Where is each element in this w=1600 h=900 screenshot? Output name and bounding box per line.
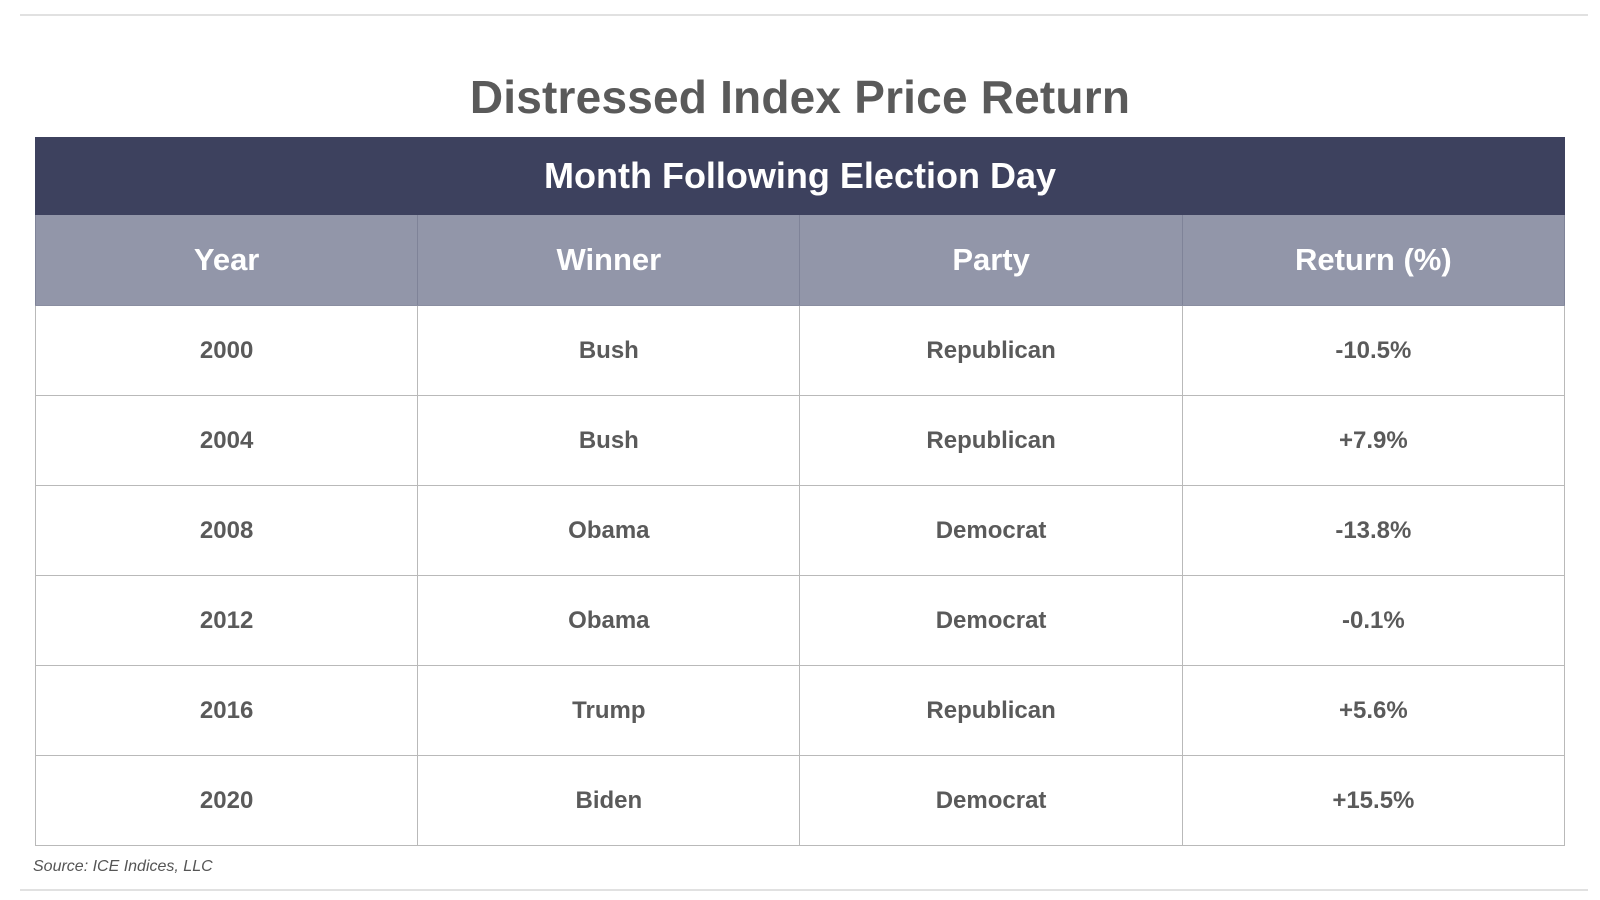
column-header-return: Return (%) bbox=[1181, 214, 1566, 306]
table-subtitle: Month Following Election Day bbox=[35, 137, 1565, 215]
cell-winner: Obama bbox=[417, 485, 801, 576]
cell-party: Democrat bbox=[799, 485, 1183, 576]
table-row: 2000 Bush Republican -10.5% bbox=[34, 305, 1566, 396]
returns-table: Month Following Election Day Year Winner… bbox=[34, 137, 1566, 846]
column-header-year: Year bbox=[34, 214, 419, 306]
cell-party: Republican bbox=[799, 665, 1183, 756]
cell-year: 2016 bbox=[34, 665, 419, 756]
column-header-party: Party bbox=[799, 214, 1183, 306]
cell-year: 2012 bbox=[34, 575, 419, 666]
cell-party: Republican bbox=[799, 305, 1183, 396]
cell-winner: Bush bbox=[417, 395, 801, 486]
table-row: 2020 Biden Democrat +15.5% bbox=[34, 755, 1566, 846]
cell-year: 2008 bbox=[34, 485, 419, 576]
table-row: 2004 Bush Republican +7.9% bbox=[34, 395, 1566, 486]
top-divider bbox=[20, 14, 1588, 16]
table-container: Month Following Election Day Year Winner… bbox=[34, 137, 1566, 846]
source-note: Source: ICE Indices, LLC bbox=[33, 858, 213, 875]
cell-return: +5.6% bbox=[1181, 665, 1566, 756]
cell-party: Democrat bbox=[799, 575, 1183, 666]
bottom-divider bbox=[20, 889, 1588, 891]
cell-party: Democrat bbox=[799, 755, 1183, 846]
chart-title: Distressed Index Price Return bbox=[469, 71, 1131, 123]
cell-winner: Obama bbox=[417, 575, 801, 666]
cell-return: -13.8% bbox=[1181, 485, 1566, 576]
table-row: 2016 Trump Republican +5.6% bbox=[34, 665, 1566, 756]
cell-return: -0.1% bbox=[1181, 575, 1566, 666]
header-row: Year Winner Party Return (%) bbox=[34, 214, 1566, 306]
cell-return: +15.5% bbox=[1181, 755, 1566, 846]
cell-winner: Biden bbox=[417, 755, 801, 846]
cell-year: 2000 bbox=[34, 305, 419, 396]
cell-year: 2020 bbox=[34, 755, 419, 846]
table-row: 2012 Obama Democrat -0.1% bbox=[34, 575, 1566, 666]
cell-return: -10.5% bbox=[1181, 305, 1566, 396]
cell-return: +7.9% bbox=[1181, 395, 1566, 486]
cell-winner: Bush bbox=[417, 305, 801, 396]
column-header-winner: Winner bbox=[417, 214, 801, 306]
cell-year: 2004 bbox=[34, 395, 419, 486]
cell-winner: Trump bbox=[417, 665, 801, 756]
table-row: 2008 Obama Democrat -13.8% bbox=[34, 485, 1566, 576]
banner-row: Month Following Election Day bbox=[35, 137, 1565, 215]
cell-party: Republican bbox=[799, 395, 1183, 486]
